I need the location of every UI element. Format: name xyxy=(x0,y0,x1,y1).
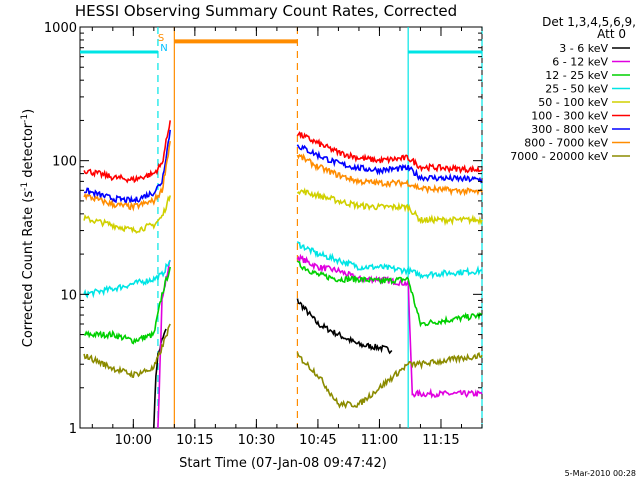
series-line-8 xyxy=(83,323,171,378)
y-axis-ticks: 1 10 100 1000 xyxy=(44,21,482,437)
legend-label-1: 6 - 12 keV xyxy=(552,56,608,69)
y-axis-label-sup1: -1 xyxy=(20,182,30,191)
series-line-3 xyxy=(296,241,483,280)
y-axis-label-main: Corrected Count Rate (s xyxy=(21,191,36,348)
legend-label-6: 300 - 800 keV xyxy=(531,123,608,136)
chart-title: HESSI Observing Summary Count Rates, Cor… xyxy=(75,2,457,20)
series-line-4 xyxy=(296,187,483,227)
y-axis-label-mid: detector xyxy=(21,122,36,182)
legend-label-2: 12 - 25 keV xyxy=(545,69,608,82)
y-axis-label: Corrected Count Rate (s-1 detector-1) xyxy=(20,109,36,347)
series-line-2 xyxy=(296,260,483,328)
legend-label-0: 3 - 6 keV xyxy=(559,42,608,55)
footer-date: 5-Mar-2010 00:28 xyxy=(565,469,636,478)
x-axis-label: Start Time (07-Jan-08 09:47:42) xyxy=(179,456,387,471)
series-line-5 xyxy=(83,120,171,184)
legend-label-7: 800 - 7000 keV xyxy=(524,137,608,150)
legend-header-line1: Det 1,3,4,5,6,9, xyxy=(542,15,636,29)
y-tick-label: 10 xyxy=(60,288,77,303)
series-line-5 xyxy=(296,131,483,175)
series-line-8 xyxy=(296,351,483,410)
series-line-6 xyxy=(84,129,171,204)
series-line-4 xyxy=(83,195,171,234)
flag-label-n: N xyxy=(160,43,167,54)
y-tick-label: 1000 xyxy=(44,21,77,36)
y-tick-label: 100 xyxy=(52,155,77,170)
series-line-2 xyxy=(83,266,171,345)
x-axis-ticks: 10:00 10:15 10:30 10:45 11:00 11:15 xyxy=(91,27,483,448)
x-tick-label: 11:15 xyxy=(422,433,459,448)
series-line-7 xyxy=(83,140,171,212)
x-tick-label: 10:45 xyxy=(299,433,336,448)
series-line-0 xyxy=(296,298,393,355)
legend-label-5: 100 - 300 keV xyxy=(531,110,608,123)
plot-frame xyxy=(79,26,483,429)
legend-header-line2: Att 0 xyxy=(597,27,626,41)
flag-label-s: S xyxy=(158,33,164,44)
series-line-3 xyxy=(83,259,171,299)
x-tick-label: 11:00 xyxy=(361,433,398,448)
legend-label-8: 7000 - 20000 keV xyxy=(510,150,608,163)
y-axis-label-sup2: -1 xyxy=(20,114,30,123)
plot-area: SN xyxy=(79,26,483,429)
legend-label-4: 50 - 100 keV xyxy=(538,96,608,109)
x-tick-label: 10:00 xyxy=(115,433,152,448)
y-tick-label: 1 xyxy=(69,422,77,437)
x-tick-label: 10:30 xyxy=(238,433,275,448)
series-line-6 xyxy=(296,144,483,184)
legend-label-3: 25 - 50 keV xyxy=(545,83,608,96)
x-tick-label: 10:15 xyxy=(176,433,213,448)
y-axis-label-end: ) xyxy=(21,109,36,114)
series-line-7 xyxy=(296,153,483,197)
